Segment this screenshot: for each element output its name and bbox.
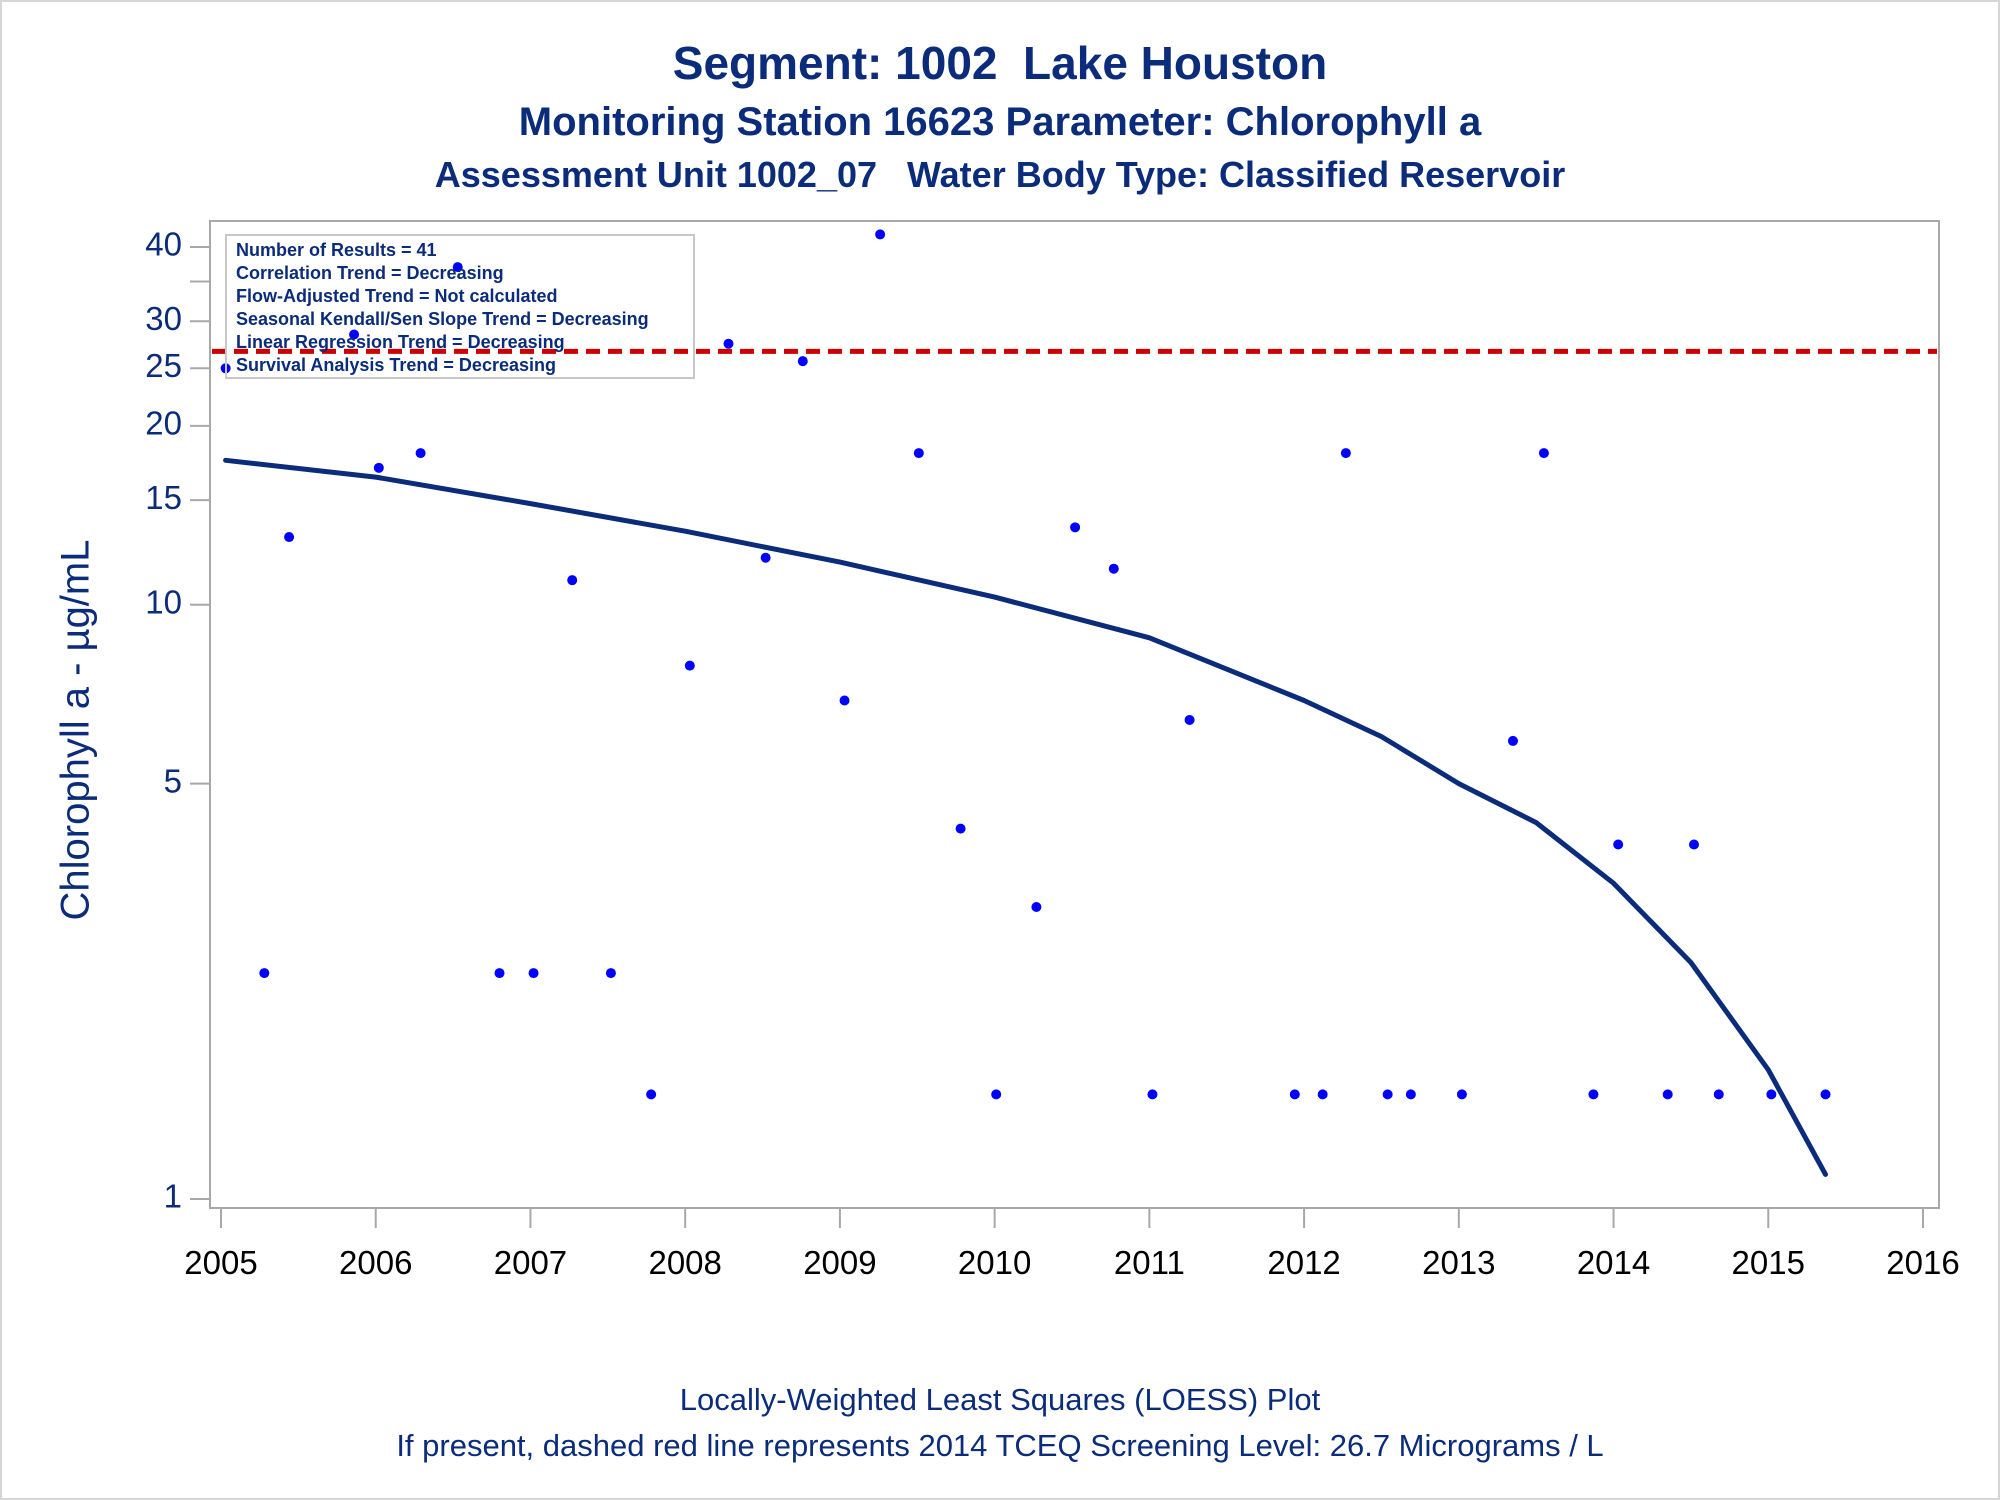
x-tick-label: 2007 [494,1244,567,1281]
x-tick-label: 2013 [1422,1244,1495,1281]
footnote-screening-level: If present, dashed red line represents 2… [396,1428,1604,1463]
data-point [605,968,616,979]
data-point [913,448,924,459]
footnote-loess: Locally-Weighted Least Squares (LOESS) P… [679,1382,1321,1417]
y-tick-label: 5 [164,762,182,799]
y-tick-label: 15 [145,479,182,516]
chart-title: Segment: 1002 Lake Houston [672,37,1328,89]
data-point [452,262,463,273]
inset-border [225,234,695,379]
data-point [1820,1089,1831,1100]
inset-line-survival-analysis: Survival Analysis Trend = Decreasing [236,355,556,375]
y-axis-label: Chlorophyll a - µg/mL [54,540,98,921]
data-point [760,552,771,563]
data-point [991,1089,1002,1100]
x-axis: 2005 2006 2007 2008 2009 2010 2011 2012 2013 2014… [184,1207,1960,1281]
x-tick-label: 2008 [648,1244,721,1281]
data-point [1405,1089,1416,1100]
data-points [220,229,1831,1100]
data-point [373,462,384,473]
data-point [1184,714,1195,725]
y-tick-label: 25 [145,347,182,384]
data-point [723,338,734,349]
x-tick-label: 2010 [958,1244,1031,1281]
data-point [1147,1089,1158,1100]
data-point [1613,839,1624,850]
inset-line-linear-regression: Linear Regression Trend = Decreasing [236,332,565,352]
y-tick-label: 20 [145,405,182,442]
chart-subtitle-2: Assessment Unit 1002_07 Water Body Type:… [434,154,1566,195]
data-point [1382,1089,1393,1100]
x-tick-label: 2014 [1577,1244,1650,1281]
data-point [1070,522,1081,533]
data-point [1538,448,1549,459]
data-point [839,695,850,706]
data-point [284,532,295,543]
trend-inset-box: Number of Results = 41 Correlation Trend… [225,234,695,379]
data-point [415,448,426,459]
data-point [1766,1089,1777,1100]
data-point [955,823,966,834]
x-tick-label: 2016 [1886,1244,1959,1281]
data-point [567,575,578,586]
inset-line-flow-adjusted: Flow-Adjusted Trend = Not calculated [236,286,558,306]
x-tick-label: 2015 [1732,1244,1805,1281]
data-point [528,968,539,979]
data-point [1689,839,1700,850]
y-tick-label: 30 [145,300,182,337]
data-point [1456,1089,1467,1100]
data-point [349,329,360,340]
x-tick-label: 2012 [1267,1244,1340,1281]
x-tick-label: 2009 [803,1244,876,1281]
y-tick-label: 1 [164,1178,182,1215]
data-point [1507,735,1518,746]
data-point [1340,448,1351,459]
data-point [797,356,808,367]
data-point [1108,563,1119,574]
data-point [494,968,505,979]
data-point [646,1089,657,1100]
data-point [1588,1089,1599,1100]
data-point [1713,1089,1724,1100]
x-tick-label: 2005 [184,1244,257,1281]
data-point [1317,1089,1328,1100]
inset-line-correlation: Correlation Trend = Decreasing [236,263,504,283]
y-tick-label: 10 [145,583,182,620]
inset-line-seasonal-kendall: Seasonal Kendall/Sen Slope Trend = Decre… [236,309,649,329]
x-tick-label: 2006 [339,1244,412,1281]
data-point [1289,1089,1300,1100]
inset-line-results: Number of Results = 41 [236,240,437,260]
data-point [1031,902,1042,913]
data-point [1662,1089,1673,1100]
data-point [684,660,695,671]
data-point [875,229,886,240]
loess-curve [223,457,1828,1177]
chart-subtitle: Monitoring Station 16623 Parameter: Chlo… [518,100,1482,144]
y-tick-label: 40 [145,226,182,263]
data-point [259,968,270,979]
x-tick-label: 2011 [1114,1244,1185,1281]
